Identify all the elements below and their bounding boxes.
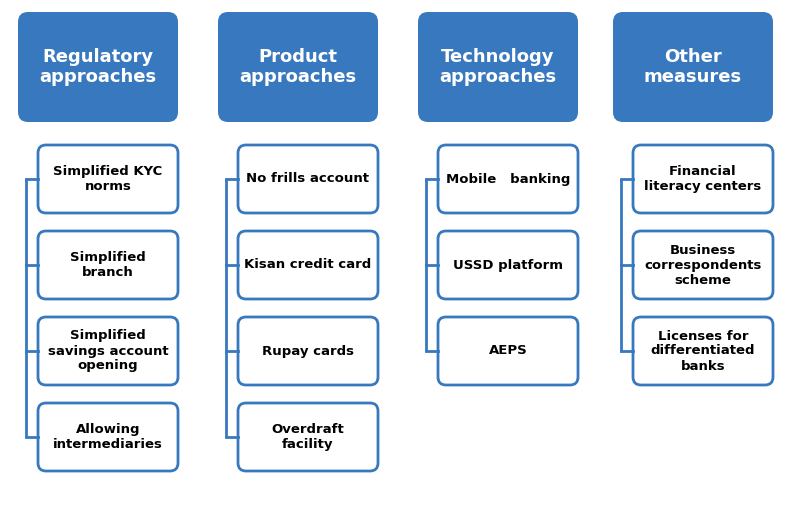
- FancyBboxPatch shape: [38, 317, 178, 385]
- Text: Licenses for
differentiated
banks: Licenses for differentiated banks: [650, 330, 755, 373]
- Text: AEPS: AEPS: [489, 344, 527, 357]
- FancyBboxPatch shape: [438, 231, 578, 299]
- Text: Simplified
savings account
opening: Simplified savings account opening: [47, 330, 168, 373]
- Text: Technology
approaches: Technology approaches: [440, 48, 556, 86]
- Text: Other
measures: Other measures: [644, 48, 742, 86]
- Text: Allowing
intermediaries: Allowing intermediaries: [53, 423, 163, 451]
- FancyBboxPatch shape: [238, 317, 378, 385]
- FancyBboxPatch shape: [238, 403, 378, 471]
- Text: No frills account: No frills account: [246, 172, 369, 186]
- FancyBboxPatch shape: [238, 231, 378, 299]
- FancyBboxPatch shape: [418, 12, 578, 122]
- FancyBboxPatch shape: [633, 145, 773, 213]
- Text: Business
correspondents
scheme: Business correspondents scheme: [644, 243, 762, 286]
- Text: Financial
literacy centers: Financial literacy centers: [644, 165, 762, 193]
- FancyBboxPatch shape: [633, 317, 773, 385]
- FancyBboxPatch shape: [38, 403, 178, 471]
- FancyBboxPatch shape: [438, 145, 578, 213]
- Text: Rupay cards: Rupay cards: [262, 344, 354, 357]
- Text: Overdraft
facility: Overdraft facility: [271, 423, 345, 451]
- FancyBboxPatch shape: [18, 12, 178, 122]
- Text: Product
approaches: Product approaches: [239, 48, 357, 86]
- Text: Mobile   banking: Mobile banking: [446, 172, 570, 186]
- FancyBboxPatch shape: [438, 317, 578, 385]
- FancyBboxPatch shape: [238, 145, 378, 213]
- Text: Simplified
branch: Simplified branch: [70, 251, 146, 279]
- Text: USSD platform: USSD platform: [453, 259, 563, 272]
- FancyBboxPatch shape: [218, 12, 378, 122]
- Text: Simplified KYC
norms: Simplified KYC norms: [53, 165, 163, 193]
- Text: Regulatory
approaches: Regulatory approaches: [39, 48, 156, 86]
- Text: Kisan credit card: Kisan credit card: [245, 259, 372, 272]
- FancyBboxPatch shape: [633, 231, 773, 299]
- FancyBboxPatch shape: [38, 231, 178, 299]
- FancyBboxPatch shape: [38, 145, 178, 213]
- FancyBboxPatch shape: [613, 12, 773, 122]
